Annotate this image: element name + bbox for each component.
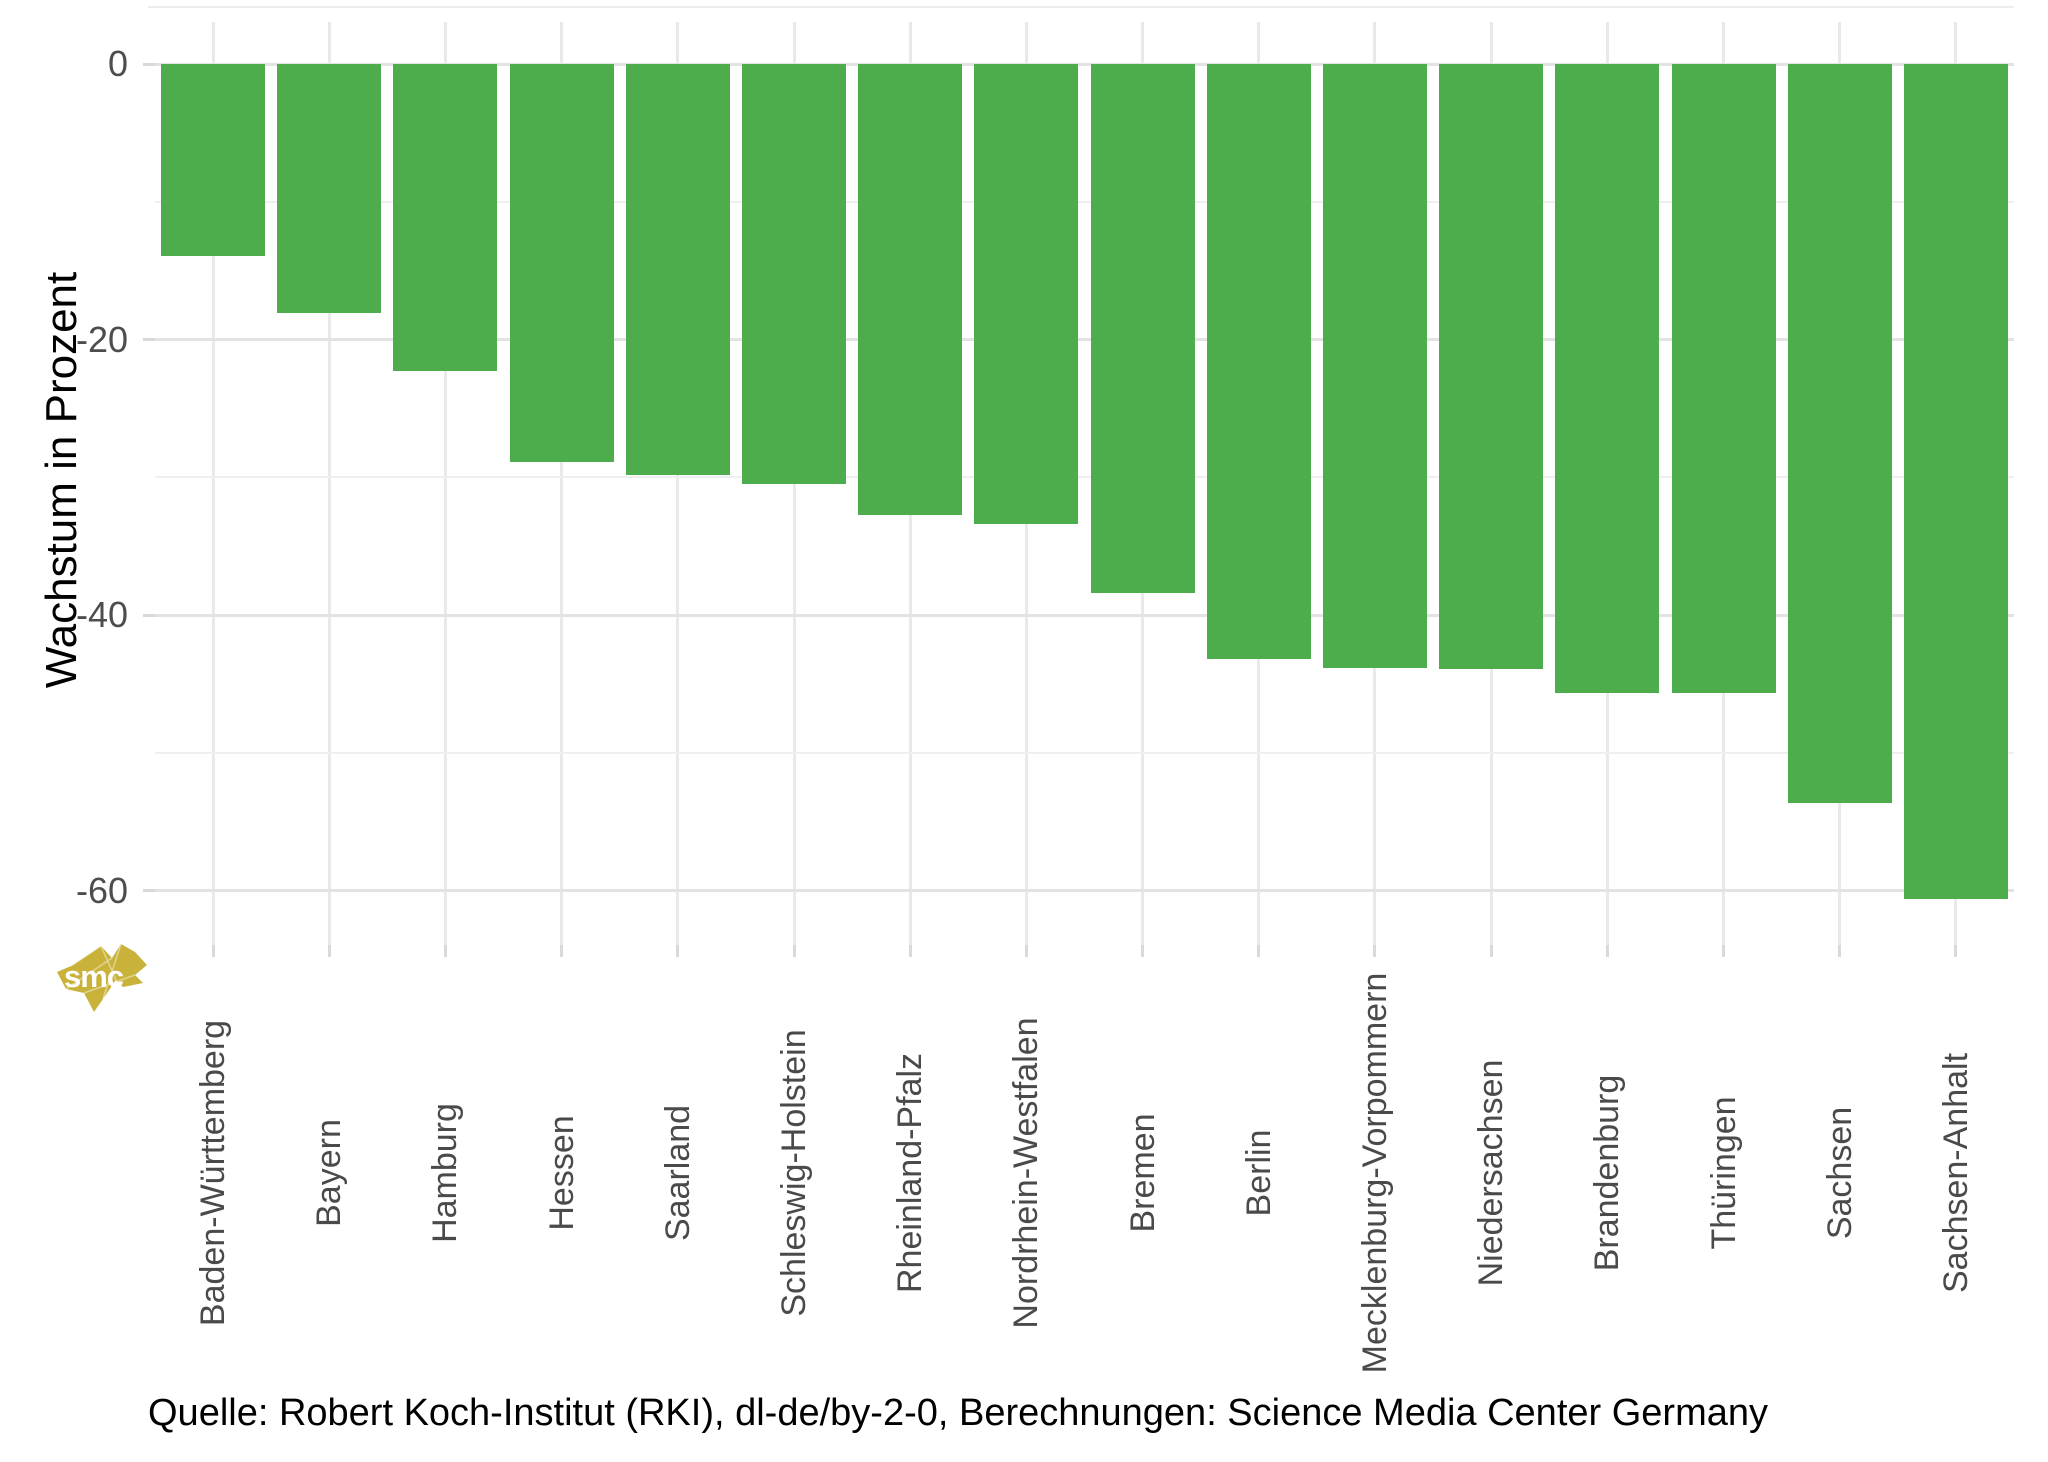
y-tick-label: -40 (75, 594, 128, 636)
vertical-gridline (560, 22, 564, 945)
y-tick-label: -60 (75, 869, 128, 911)
major-gridline (155, 613, 2014, 617)
x-tick-label: Bremen (1123, 1113, 1162, 1233)
source-caption: Quelle: Robert Koch-Institut (RKI), dl-d… (148, 1392, 1768, 1434)
smc-logo-shape (57, 944, 147, 1012)
vertical-gridline (327, 22, 331, 945)
vertical-gridline (443, 22, 447, 945)
x-tick-label: Baden-Württemberg (194, 1019, 233, 1327)
x-axis-tick (676, 945, 680, 957)
x-tick-label: Hamburg (426, 1103, 465, 1243)
y-axis-title: Wachstum in Prozent (37, 271, 86, 689)
smc-logo-text: smc (64, 959, 124, 994)
x-tick-label: Thüringen (1704, 1096, 1743, 1250)
minor-gridline (155, 476, 2014, 479)
y-tick-label: -20 (75, 318, 128, 360)
panel-top-edge (148, 6, 2014, 8)
x-axis-tick (1722, 945, 1726, 957)
x-axis-tick (792, 945, 796, 957)
y-axis-tick (143, 338, 155, 342)
y-axis-tick (143, 613, 155, 617)
x-tick-label: Hessen (542, 1115, 581, 1231)
x-axis-tick (211, 945, 215, 957)
x-axis-tick (1954, 945, 1958, 957)
y-axis-tick (143, 62, 155, 66)
vertical-gridline (211, 22, 215, 945)
bar-Thüringen (1671, 64, 1776, 693)
bar-Brandenburg (1555, 64, 1660, 693)
x-tick-label: Schleswig-Holstein (775, 1029, 814, 1317)
bar-Bayern (277, 64, 382, 314)
y-tick-label: 0 (107, 43, 128, 84)
x-tick-label: Berlin (1239, 1129, 1278, 1217)
bar-Berlin (1206, 64, 1311, 660)
y-axis-tick (143, 889, 155, 893)
x-tick-label: Mecklenburg-Vorpommern (1355, 972, 1394, 1374)
bar-Hamburg (393, 64, 498, 372)
minor-gridline (155, 752, 2014, 755)
major-gridline (155, 889, 2014, 893)
x-tick-label: Nordrhein-Westfalen (1007, 1017, 1046, 1329)
x-tick-label: Sachsen (1820, 1106, 1859, 1240)
smc-logo-mesh (65, 943, 136, 1000)
x-tick-label: Brandenburg (1588, 1074, 1627, 1272)
x-axis-tick (1838, 945, 1842, 957)
bar-Hessen (509, 64, 614, 463)
x-axis-tick (908, 945, 912, 957)
bar-Baden-Württemberg (161, 64, 266, 256)
x-tick-label: Bayern (310, 1119, 349, 1227)
major-gridline (155, 338, 2014, 342)
x-axis-tick (443, 945, 447, 957)
minor-gridline (155, 200, 2014, 203)
bar-Mecklenburg-Vorpommern (1322, 64, 1427, 668)
bar-Sachsen-Anhalt (1903, 64, 2008, 900)
x-axis-tick (1024, 945, 1028, 957)
x-tick-label: Sachsen-Anhalt (1936, 1052, 1975, 1294)
x-axis-tick (327, 945, 331, 957)
x-axis-tick (1489, 945, 1493, 957)
x-axis-tick (1141, 945, 1145, 957)
x-tick-label: Saarland (658, 1104, 697, 1242)
x-axis-tick (560, 945, 564, 957)
bar-Schleswig-Holstein (742, 64, 847, 485)
x-axis-tick (1257, 945, 1261, 957)
bar-Bremen (1090, 64, 1195, 594)
x-tick-label: Rheinland-Pfalz (891, 1052, 930, 1294)
bar-Rheinland-Pfalz (858, 64, 963, 515)
vertical-gridline (676, 22, 680, 945)
bar-Nordrhein-Westfalen (974, 64, 1079, 525)
bar-Niedersachsen (1439, 64, 1544, 670)
x-axis-tick (1605, 945, 1609, 957)
x-axis-tick (1373, 945, 1377, 957)
bar-Sachsen (1787, 64, 1892, 803)
smc-logo: smc (57, 943, 147, 1012)
bar-Saarland (625, 64, 730, 475)
x-tick-label: Niedersachsen (1472, 1059, 1511, 1287)
major-gridline (155, 62, 2014, 66)
